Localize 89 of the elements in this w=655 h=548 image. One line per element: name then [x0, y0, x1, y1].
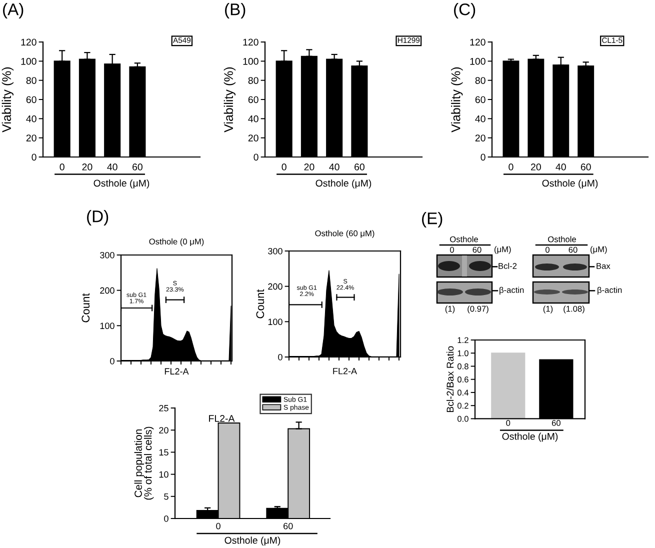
text: β-actin	[500, 286, 524, 295]
y-tick-label: 100	[268, 318, 282, 326]
y-tick-label: 120	[470, 38, 486, 46]
y-axis-title: Viability (%)	[2, 67, 14, 132]
x-axis-title: Osthole (μM)	[542, 179, 598, 189]
text: Bax	[596, 263, 610, 269]
y-axis-title: Cell population (% of total cells)	[134, 426, 154, 500]
y-tick-label: 0	[110, 358, 114, 364]
x-tick-label: 60	[132, 164, 142, 170]
y-tick-label: 120	[21, 38, 36, 46]
y-tick-label: 20	[26, 134, 36, 142]
chart-title: (A)	[3, 3, 24, 19]
x-tick-label: 60	[354, 164, 364, 170]
y-tick-label: 40	[248, 115, 258, 122]
x-tick-label: 40	[556, 164, 566, 170]
y-tick-label: 0	[32, 154, 36, 161]
annotation: FL2-A	[209, 414, 235, 422]
y-tick-label: 0	[480, 154, 486, 161]
y-tick-label: 20	[248, 134, 258, 142]
text: (μM)	[590, 246, 607, 254]
y-tick-label: 1.0	[458, 350, 468, 356]
y-tick-label: 100	[100, 322, 114, 330]
y-tick-label: 15	[159, 449, 168, 456]
x-tick-label: 0	[508, 164, 514, 170]
y-tick-label: 40	[475, 115, 486, 122]
text: Bcl-2	[498, 262, 517, 269]
y-axis-title: Count	[82, 293, 90, 322]
y-tick-label: 0.8	[457, 363, 468, 370]
text: 0	[546, 246, 550, 253]
x-axis-title: Osthole (μM)	[316, 179, 372, 189]
y-tick-label: 0.0	[457, 416, 468, 422]
x-tick-label: 40	[329, 164, 340, 170]
chart-title: Osthole (60 μM)	[315, 230, 374, 238]
y-tick-label: 60	[475, 96, 486, 104]
text: Osthole	[450, 236, 478, 242]
text: (0.97)	[468, 306, 488, 314]
text: (1)	[543, 306, 553, 314]
text: 0	[450, 246, 454, 253]
y-tick-label: 60	[26, 96, 36, 104]
text: 60	[568, 246, 578, 253]
y-tick-label: 300	[268, 248, 282, 254]
text: (μM)	[494, 246, 511, 254]
x-tick-label: 20	[82, 164, 92, 170]
x-axis-title: Osthole (μM)	[94, 179, 150, 189]
x-axis-title: FL2-A	[333, 368, 358, 374]
text: (1.08)	[564, 306, 584, 314]
y-tick-label: 120	[243, 38, 258, 46]
y-axis-title: Viability (%)	[451, 67, 463, 132]
y-tick-label: 40	[26, 115, 36, 122]
x-axis-title: Osthole (μM)	[224, 536, 280, 546]
y-tick-label: 20	[159, 427, 168, 434]
y-tick-label: 5	[164, 493, 168, 500]
x-tick-label: 0	[60, 164, 64, 170]
chart-title: (D)	[87, 210, 108, 226]
chart-title: (C)	[454, 3, 476, 19]
chart-subtitle: Osthole (0 μM)	[149, 238, 204, 246]
x-tick-label: 60	[580, 164, 591, 170]
y-tick-label: 1.2	[458, 337, 468, 344]
y-tick-label: 100	[470, 58, 486, 65]
y-axis-title: Bcl-2/Bax Ratio	[446, 346, 454, 412]
y-tick-label: 0	[254, 154, 258, 161]
y-axis-title: Viability (%)	[224, 67, 236, 132]
y-tick-label: 100	[243, 58, 258, 65]
text: β-actin	[598, 286, 622, 295]
y-tick-label: 20	[475, 134, 486, 142]
y-tick-label: 300	[100, 252, 114, 258]
y-tick-label: 80	[248, 77, 258, 84]
y-axis-title: Count	[256, 289, 264, 318]
text: (1)	[445, 306, 455, 314]
y-tick-label: 10	[159, 471, 168, 478]
chart-title: (B)	[225, 3, 246, 19]
y-tick-label: 60	[248, 96, 258, 104]
y-tick-label: 0.2	[457, 402, 468, 409]
x-tick-label: 20	[304, 164, 314, 170]
y-tick-label: 80	[26, 77, 36, 84]
y-tick-label: 25	[159, 404, 168, 412]
x-tick-label: 20	[531, 164, 541, 170]
text: (E)	[422, 212, 442, 228]
y-tick-label: 0	[164, 515, 168, 522]
y-tick-label: 0.6	[457, 376, 468, 382]
x-axis-title: Osthole (μM)	[502, 432, 558, 442]
y-tick-label: 200	[100, 287, 114, 294]
y-tick-label: 80	[475, 77, 486, 84]
y-tick-label: 200	[268, 283, 282, 290]
x-axis-title: FL2-A	[164, 368, 189, 374]
y-tick-label: 0.4	[457, 390, 469, 396]
y-tick-label: 100	[21, 58, 36, 65]
y-tick-label: 0	[278, 354, 282, 360]
text: Osthole	[548, 236, 576, 242]
